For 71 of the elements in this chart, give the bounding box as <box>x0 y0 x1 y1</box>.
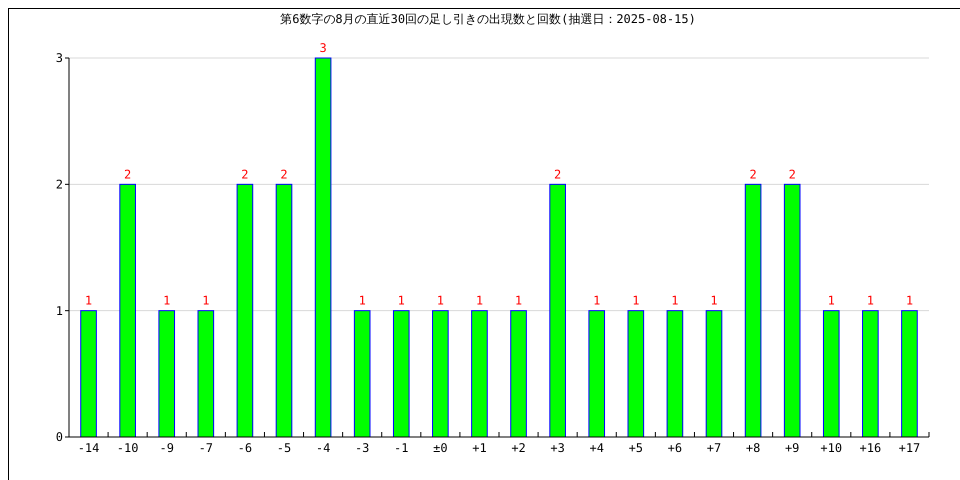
bar <box>432 310 449 438</box>
bar <box>314 58 332 438</box>
x-tick-label: +4 <box>590 441 604 455</box>
bar <box>744 184 762 438</box>
x-tick-label: -3 <box>354 441 370 455</box>
data-label: 2 <box>280 167 288 182</box>
y-tick-label: 0 <box>56 430 63 444</box>
x-tick-label: -10 <box>116 441 138 455</box>
data-label: 1 <box>163 294 170 308</box>
y-tick-label: 2 <box>56 178 63 192</box>
data-label: 1 <box>514 294 522 308</box>
x-tick-label: +10 <box>820 441 842 455</box>
bar <box>822 310 840 438</box>
data-label: 2 <box>554 167 562 182</box>
bar <box>510 310 527 438</box>
data-label: 1 <box>632 294 640 308</box>
bar <box>276 184 292 438</box>
data-label: 1 <box>476 294 484 308</box>
x-tick-label: -1 <box>394 441 408 455</box>
bar <box>392 310 410 438</box>
x-tick-label: +1 <box>472 441 487 455</box>
x-tick-label: +17 <box>898 441 920 455</box>
x-tick-label: -4 <box>316 441 330 455</box>
bar <box>80 310 97 438</box>
x-tick-label: +3 <box>550 441 565 455</box>
x-tick-label: +2 <box>511 441 526 455</box>
data-label: 1 <box>436 294 444 308</box>
x-tick-label: ±0 <box>433 441 448 455</box>
x-tick-label: -9 <box>160 441 174 455</box>
data-label: 2 <box>241 167 249 182</box>
data-label: 1 <box>84 294 92 308</box>
y-tick-label: 1 <box>56 304 63 318</box>
data-label: 1 <box>398 294 405 308</box>
x-tick-label: -5 <box>276 441 292 455</box>
bar <box>628 310 644 438</box>
bar <box>862 310 879 438</box>
data-label: 1 <box>593 294 600 308</box>
x-tick-label: +8 <box>746 441 760 455</box>
chart-title: 第6数字の8月の直近30回の足し引きの出現数と回数(抽選日：2025-08-15) <box>280 12 696 26</box>
data-label: 1 <box>866 294 874 308</box>
x-tick-label: +6 <box>668 441 682 455</box>
x-tick-label: +5 <box>628 441 644 455</box>
data-label: 1 <box>671 294 679 308</box>
x-tick-label: +16 <box>860 441 882 455</box>
bar <box>666 310 684 438</box>
x-tick-label: +9 <box>784 441 800 455</box>
x-tick-label: -7 <box>198 441 214 455</box>
bar <box>471 310 488 438</box>
bar <box>901 310 918 438</box>
data-label: 2 <box>124 167 132 182</box>
data-label: 1 <box>828 294 835 308</box>
data-label: 1 <box>358 294 366 308</box>
data-label: 1 <box>710 294 718 308</box>
data-label: 3 <box>319 41 327 55</box>
bar <box>784 184 800 438</box>
x-tick-label: +7 <box>706 441 722 455</box>
data-label: 2 <box>749 167 757 182</box>
data-label: 2 <box>788 167 796 182</box>
bar <box>706 310 722 438</box>
bar <box>549 184 566 438</box>
bar <box>236 184 254 438</box>
data-label: 1 <box>202 294 210 308</box>
data-label: 1 <box>906 294 914 308</box>
y-tick-label: 3 <box>56 51 63 66</box>
bar <box>198 310 214 438</box>
x-tick-label: -6 <box>238 441 252 455</box>
bar <box>588 310 606 438</box>
x-tick-label: -14 <box>78 441 100 455</box>
bar <box>354 310 370 438</box>
bar <box>119 184 136 438</box>
bar <box>158 310 176 438</box>
